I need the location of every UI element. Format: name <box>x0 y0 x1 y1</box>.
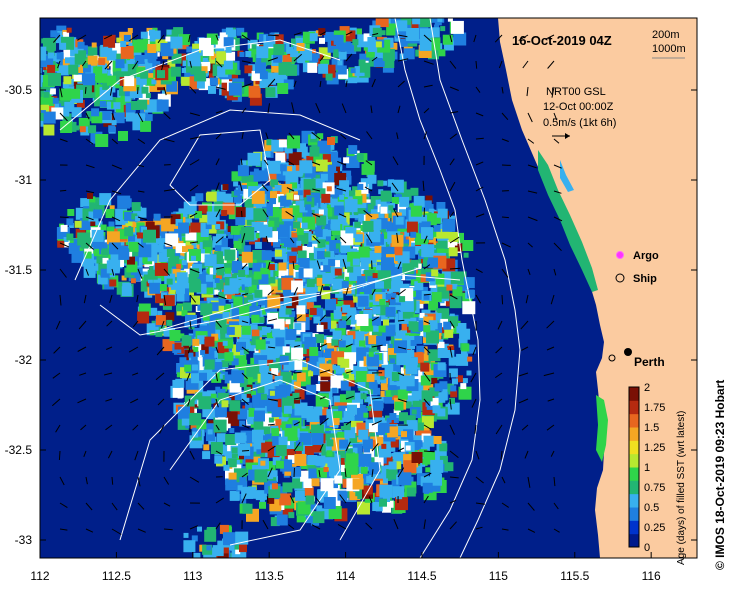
x-tick-label-1: 112.5 <box>102 569 131 583</box>
colorbar-swatch-0 <box>629 533 639 548</box>
colorbar-tick-6: 0.5 <box>644 502 659 514</box>
sst-pixels <box>40 18 476 558</box>
colorbar-tick-5: 0.75 <box>644 482 665 494</box>
x-tick-label-2: 113 <box>183 569 202 583</box>
colorbar-swatch-5 <box>629 467 639 481</box>
y-tick-label-1: -31 <box>15 173 33 187</box>
sst-map <box>39 17 698 559</box>
ship-legend: Ship <box>615 273 657 285</box>
colorbar-tick-8: 0 <box>644 542 650 554</box>
colorbar-tick-2: 1.5 <box>644 422 659 434</box>
city-marker-icon <box>624 348 632 356</box>
colorbar: 2 1.75 1.5 1.25 1 0.75 0.5 0.25 0 <box>628 382 665 554</box>
x-tick-label-8: 116 <box>642 569 661 583</box>
y-axis: -30.5 -31 -31.5 -32 -32.5 -33 <box>5 83 697 547</box>
argo-marker-icon <box>616 251 624 259</box>
colorbar-tick-4: 1 <box>644 462 650 474</box>
x-tick-label-0: 112 <box>30 569 49 583</box>
y-tick-label-5: -33 <box>15 533 33 547</box>
svg-text:Argo: Argo <box>633 250 659 262</box>
x-tick-label-7: 115.5 <box>560 569 589 583</box>
colorbar-swatch-3 <box>629 493 639 508</box>
x-tick-label-5: 114.5 <box>407 569 436 583</box>
contour-legend-200m: 200m <box>652 29 680 41</box>
y-tick-label-3: -32 <box>15 353 33 367</box>
colorbar-swatch-11 <box>629 387 639 401</box>
x-tick-label-4: 114 <box>336 569 355 583</box>
colorbar-tick-3: 1.25 <box>644 442 665 454</box>
colorbar-label: Age (days) of filled SST (wrt latest) <box>676 410 687 565</box>
x-tick-label-6: 115 <box>489 569 508 583</box>
y-tick-label-4: -32.5 <box>5 443 33 457</box>
colorbar-swatch-4 <box>629 480 639 495</box>
colorbar-swatch-1 <box>629 520 639 535</box>
colorbar-swatch-2 <box>629 507 639 521</box>
vector-scale-arrow <box>552 133 570 139</box>
colorbar-tick-0: 2 <box>644 382 650 394</box>
plot-frame <box>39 17 698 559</box>
ship-marker-icon <box>615 273 625 283</box>
credit-text: © IMOS 18-Oct-2019 09:23 Hobart <box>713 379 727 570</box>
product-name: NRT00 GSL <box>546 86 606 98</box>
ship-track-icon <box>608 354 616 362</box>
coastal-sst <box>538 150 608 462</box>
contour-legend-1000m: 1000m <box>652 43 686 55</box>
colorbar-swatch-8 <box>629 427 639 441</box>
land-mass <box>498 18 697 558</box>
x-axis: 112 112.5 113 113.5 114 114.5 115 115.5 116 <box>30 552 661 583</box>
colorbar-swatch-6 <box>629 453 639 468</box>
y-tick-label-2: -31.5 <box>5 263 33 277</box>
perth-location: Perth <box>608 348 665 369</box>
argo-legend: Argo <box>616 250 659 262</box>
colorbar-tick-1: 1.75 <box>644 402 665 414</box>
city-label: Perth <box>634 355 665 369</box>
product-date: 12-Oct 00:00Z <box>543 101 614 113</box>
vector-scale-label: 0.5m/s (1kt 6h) <box>543 117 616 129</box>
x-tick-label-3: 113.5 <box>255 569 284 583</box>
map-timestamp: 16-Oct-2019 04Z <box>512 33 612 48</box>
colorbar-frame <box>628 386 640 548</box>
colorbar-swatch-7 <box>629 440 639 455</box>
colorbar-swatch-10 <box>629 400 639 415</box>
colorbar-tick-7: 0.25 <box>644 522 665 534</box>
current-vectors <box>51 31 563 535</box>
bathymetry-contours <box>59 18 521 558</box>
colorbar-swatch-9 <box>629 413 639 428</box>
y-tick-label-0: -30.5 <box>5 83 33 97</box>
